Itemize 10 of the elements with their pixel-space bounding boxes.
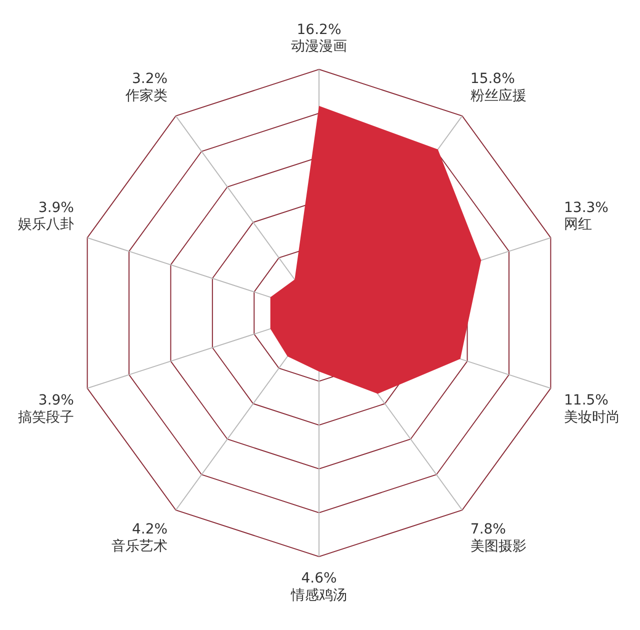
- spoke-label: 16.2% 动漫漫画: [291, 22, 347, 55]
- spoke-label: 4.2% 音乐艺术: [112, 521, 168, 554]
- spoke-label: 13.3% 网红: [564, 200, 608, 233]
- spoke-label: 3.9% 搞笑段子: [18, 392, 74, 426]
- spoke-label: 7.8% 美图摄影: [470, 521, 526, 554]
- spoke-label: 15.8% 粉丝应援: [470, 71, 526, 104]
- spoke-label: 4.6% 情感鸡汤: [290, 570, 347, 604]
- spoke-label: 11.5% 美妆时尚: [564, 392, 620, 426]
- spoke-label: 3.9% 娱乐八卦: [18, 200, 74, 233]
- spoke-label: 3.2% 作家类: [124, 71, 168, 104]
